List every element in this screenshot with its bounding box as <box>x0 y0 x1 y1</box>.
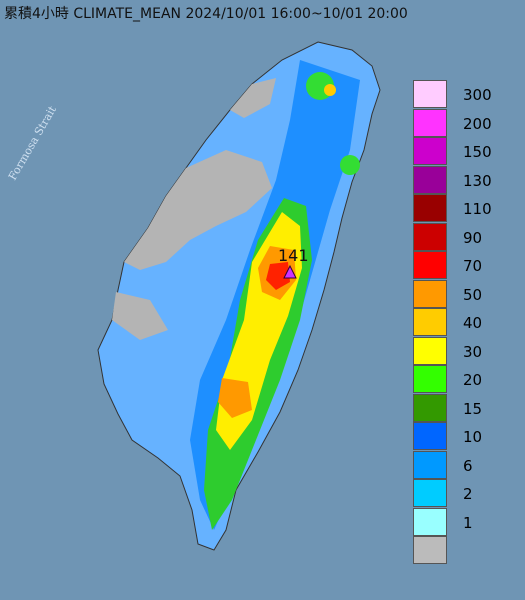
legend-label: 40 <box>463 314 483 332</box>
legend-swatch <box>413 251 447 279</box>
map-title: 累積4小時 CLIMATE_MEAN 2024/10/01 16:00~10/0… <box>4 6 408 22</box>
legend-label: 50 <box>463 285 483 304</box>
no-rain-area-southwest <box>112 292 168 340</box>
legend-label: 150 <box>463 143 492 161</box>
legend-swatch <box>413 108 447 137</box>
max-rain-marker <box>283 264 297 279</box>
legend-swatch <box>413 194 447 222</box>
legend-label: 10 <box>463 428 483 446</box>
legend-swatch <box>413 336 447 365</box>
legend-label: 30 <box>463 342 483 361</box>
rain-area-orange-south <box>218 378 252 418</box>
legend-label: 2 <box>463 485 473 503</box>
legend-swatch <box>413 165 447 194</box>
legend-label: 15 <box>463 399 483 418</box>
legend-swatch <box>413 308 447 336</box>
no-rain-area-north <box>230 78 276 118</box>
legend-label: 70 <box>463 257 483 275</box>
legend-label: 300 <box>463 86 492 104</box>
legend-label: 110 <box>463 200 492 218</box>
rain-patch-northeast <box>340 155 360 175</box>
legend-swatch <box>413 450 447 479</box>
legend-swatch <box>413 80 447 108</box>
rain-area-red <box>266 262 290 290</box>
legend-swatch <box>413 137 447 165</box>
legend-label: 130 <box>463 171 492 190</box>
legend-swatch <box>413 536 447 564</box>
no-rain-area-west <box>124 150 272 270</box>
rain-patch-north-core <box>324 84 336 96</box>
legend-swatch <box>413 365 447 393</box>
legend-swatch <box>413 279 447 308</box>
legend-swatch <box>413 393 447 422</box>
legend-label: 20 <box>463 371 483 389</box>
legend-swatch <box>413 479 447 507</box>
legend-label: 1 <box>463 513 473 532</box>
max-rain-value: 141 <box>278 246 309 265</box>
legend-label: 90 <box>463 228 483 247</box>
legend-label: 6 <box>463 456 473 475</box>
legend-swatch <box>413 222 447 251</box>
legend-swatch <box>413 507 447 536</box>
legend-label: 200 <box>463 114 492 133</box>
legend-swatch <box>413 422 447 450</box>
